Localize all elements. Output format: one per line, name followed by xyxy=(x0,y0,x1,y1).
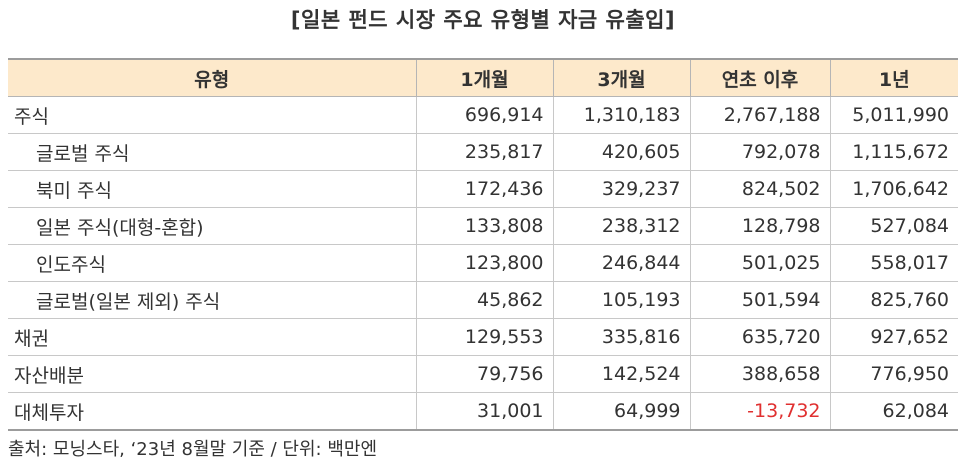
table-row: 채권 129,553 335,816 635,720 927,652 xyxy=(8,318,958,356)
source-note: 출처: 모닝스타, ‘23년 8월말 기준 / 단위: 백만엔 xyxy=(8,439,378,460)
fund-flow-table: 유형 1개월 3개월 연초 이후 1년 주식 696,914 1,310,183 2,… xyxy=(8,58,958,431)
value-cell: 142,524 xyxy=(552,355,691,393)
value-cell: 235,817 xyxy=(415,133,554,171)
table-row: 주식 696,914 1,310,183 2,767,188 5,011,990 xyxy=(8,96,958,134)
value-cell: 1,706,642 xyxy=(829,170,958,208)
value-cell: 31,001 xyxy=(415,392,554,431)
table-row: 글로벌 주식 235,817 420,605 792,078 1,115,672 xyxy=(8,133,958,171)
value-cell: 79,756 xyxy=(415,355,554,393)
header-type: 유형 xyxy=(8,58,417,97)
value-cell: 696,914 xyxy=(415,96,554,134)
row-label: 주식 xyxy=(8,96,417,134)
value-cell: 123,800 xyxy=(415,244,554,282)
header-3m: 3개월 xyxy=(552,58,691,97)
value-cell: 329,237 xyxy=(552,170,691,208)
table-title: [일본 펀드 시장 주요 유형별 자금 유출입] xyxy=(290,8,676,32)
value-cell: 558,017 xyxy=(829,244,958,282)
value-cell: -13,732 xyxy=(689,392,831,431)
value-cell: 420,605 xyxy=(552,133,691,171)
value-cell: 501,594 xyxy=(689,281,831,319)
value-cell: 2,767,188 xyxy=(689,96,831,134)
row-label: 자산배분 xyxy=(8,355,417,393)
value-cell: 246,844 xyxy=(552,244,691,282)
table-row: 인도주식 123,800 246,844 501,025 558,017 xyxy=(8,244,958,282)
value-cell: 128,798 xyxy=(689,207,831,245)
header-ytd: 연초 이후 xyxy=(689,58,831,97)
value-cell: 5,011,990 xyxy=(829,96,958,134)
value-cell: 1,115,672 xyxy=(829,133,958,171)
value-cell: 129,553 xyxy=(415,318,554,356)
table-row: 일본 주식(대형-혼합) 133,808 238,312 128,798 527,084 xyxy=(8,207,958,245)
table-row: 글로벌(일본 제외) 주식 45,862 105,193 501,594 825,760 xyxy=(8,281,958,319)
row-label: 일본 주식(대형-혼합) xyxy=(8,207,417,245)
table-row: 자산배분 79,756 142,524 388,658 776,950 xyxy=(8,355,958,393)
value-cell: 172,436 xyxy=(415,170,554,208)
value-cell: 825,760 xyxy=(829,281,958,319)
value-cell: 335,816 xyxy=(552,318,691,356)
value-cell: 238,312 xyxy=(552,207,691,245)
value-cell: 824,502 xyxy=(689,170,831,208)
value-cell: 776,950 xyxy=(829,355,958,393)
row-label: 대체투자 xyxy=(8,392,417,431)
row-label: 북미 주식 xyxy=(8,170,417,208)
header-1m: 1개월 xyxy=(415,58,554,97)
table-row: 북미 주식 172,436 329,237 824,502 1,706,642 xyxy=(8,170,958,208)
table-row: 대체투자 31,001 64,999 -13,732 62,084 xyxy=(8,392,958,431)
value-cell: 388,658 xyxy=(689,355,831,393)
value-cell: 45,862 xyxy=(415,281,554,319)
value-cell: 501,025 xyxy=(689,244,831,282)
value-cell: 635,720 xyxy=(689,318,831,356)
value-cell: 927,652 xyxy=(829,318,958,356)
value-cell: 105,193 xyxy=(552,281,691,319)
value-cell: 64,999 xyxy=(552,392,691,431)
value-cell: 527,084 xyxy=(829,207,958,245)
row-label: 인도주식 xyxy=(8,244,417,282)
row-label: 글로벌(일본 제외) 주식 xyxy=(8,281,417,319)
header-1y: 1년 xyxy=(829,58,958,97)
value-cell: 792,078 xyxy=(689,133,831,171)
value-cell: 133,808 xyxy=(415,207,554,245)
row-label: 글로벌 주식 xyxy=(8,133,417,171)
value-cell: 1,310,183 xyxy=(552,96,691,134)
row-label: 채권 xyxy=(8,318,417,356)
value-cell: 62,084 xyxy=(829,392,958,431)
header-row: 유형 1개월 3개월 연초 이후 1년 xyxy=(8,58,958,97)
